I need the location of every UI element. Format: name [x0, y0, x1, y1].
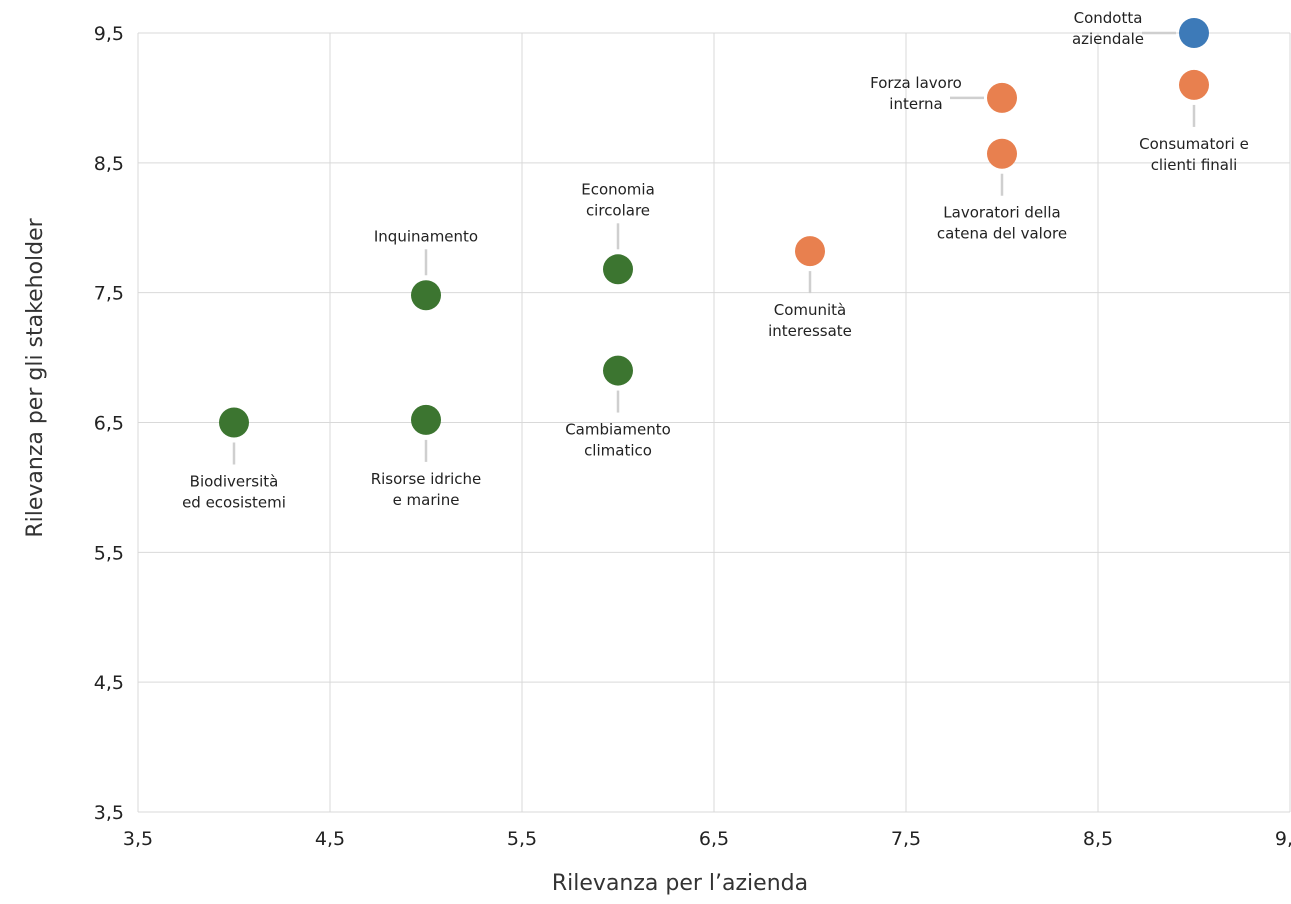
- point-label: Comunità: [774, 301, 847, 319]
- point-label: catena del valore: [937, 225, 1067, 243]
- data-point-marker: [411, 404, 441, 435]
- point-label: Lavoratori della: [943, 204, 1060, 222]
- point-label: aziendale: [1072, 30, 1144, 48]
- data-point-marker: [603, 355, 633, 386]
- data-point-marker: [987, 82, 1017, 113]
- y-tick-label: 9,5: [94, 23, 124, 45]
- x-tick-label: 4,5: [315, 828, 345, 850]
- x-tick-label: 3,5: [123, 828, 153, 850]
- data-point-marker: [219, 407, 249, 438]
- point-label: e marine: [393, 491, 460, 509]
- point-label: ed ecosistemi: [182, 494, 286, 512]
- x-tick-label: 6,5: [699, 828, 729, 850]
- data-point-marker: [987, 138, 1017, 169]
- point-label: circolare: [586, 201, 650, 219]
- y-tick-label: 7,5: [94, 283, 124, 305]
- data-point-marker: [1179, 18, 1209, 48]
- x-tick-label: 7,5: [891, 828, 921, 850]
- point-label: Biodiversità: [190, 473, 279, 491]
- data-points: [219, 18, 1209, 438]
- x-axis-title: Rilevanza per l’azienda: [552, 871, 808, 896]
- point-label: interna: [889, 95, 942, 113]
- point-label: clienti finali: [1151, 156, 1238, 174]
- y-tick-label: 6,5: [94, 413, 124, 435]
- y-tick-label: 3,5: [94, 802, 124, 824]
- point-label: Risorse idriche: [371, 470, 482, 488]
- point-label: Cambiamento: [565, 421, 671, 439]
- data-point-marker: [795, 236, 825, 267]
- data-point-marker: [411, 280, 441, 311]
- data-point-marker: [1179, 69, 1209, 100]
- x-tick-label: 5,5: [507, 828, 537, 850]
- point-label: Forza lavoro: [870, 74, 962, 92]
- label-leader-lines: [232, 31, 1196, 465]
- point-label: Economia: [581, 180, 655, 198]
- y-axis-title: Rilevanza per gli stakeholder: [23, 217, 48, 537]
- point-labels: Biodiversità ed ecosistemi Risorse idriche…: [182, 9, 1249, 512]
- axis-ticks: 3,5 4,5 5,5 6,5 7,5 8,5 9,5 3,5 4,5 5,5 6,5 7,5 8,5 9…: [94, 23, 1291, 850]
- point-label: Inquinamento: [374, 227, 478, 245]
- point-label: Condotta: [1074, 9, 1143, 27]
- x-tick-label: 8,5: [1083, 828, 1113, 850]
- y-tick-label: 8,5: [94, 153, 124, 175]
- point-label: interessate: [768, 322, 852, 340]
- data-point-marker: [603, 254, 633, 285]
- point-label: Consumatori e: [1139, 135, 1249, 153]
- y-tick-label: 4,5: [94, 672, 124, 694]
- grid-lines: [137, 32, 1291, 813]
- y-tick-label: 5,5: [94, 542, 124, 564]
- x-tick-label: 9,5: [1275, 828, 1291, 850]
- point-label: climatico: [584, 442, 652, 460]
